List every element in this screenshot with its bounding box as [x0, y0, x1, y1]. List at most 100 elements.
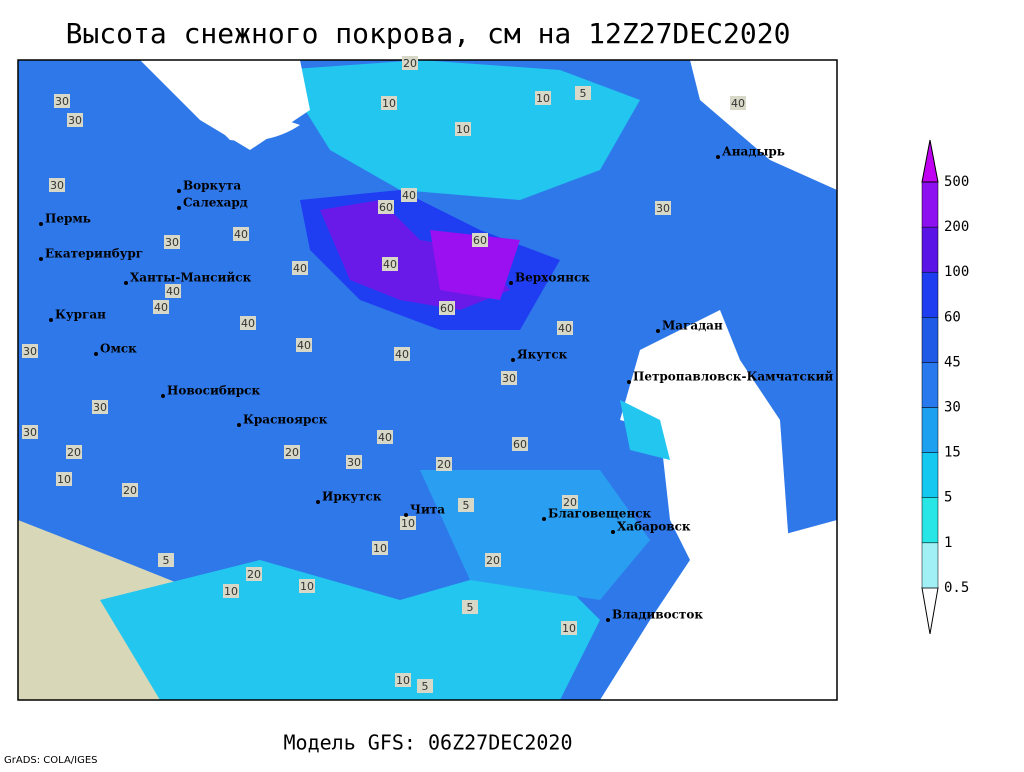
bering-sea — [690, 60, 837, 190]
contour-label: 40 — [154, 301, 168, 314]
footer: Модель GFS: 06Z27DEC2020 — [284, 731, 573, 755]
contour-label: 30 — [502, 372, 516, 385]
city-label: Чита — [410, 503, 445, 517]
contour-label-box — [381, 96, 397, 110]
legend-box — [921, 181, 939, 228]
contour-label: 20 — [437, 458, 451, 471]
city-label: Хабаровск — [617, 520, 691, 534]
city-dot — [161, 394, 165, 398]
contour-label: 40 — [395, 348, 409, 361]
contour-label: 5 — [580, 87, 587, 100]
city-label: Салехард — [183, 196, 248, 210]
contour-label-box — [66, 445, 82, 459]
max-snow — [430, 230, 520, 300]
city-label: Новосибирск — [167, 384, 260, 398]
contour-label: 10 — [224, 585, 238, 598]
map — [17, 59, 838, 701]
contour-label: 20 — [403, 57, 417, 70]
contour-label-box — [22, 344, 38, 358]
contour-label: 30 — [656, 202, 670, 215]
contour-label: 60 — [379, 201, 393, 214]
contour-label: 10 — [396, 674, 410, 687]
contour-label: 10 — [401, 517, 415, 530]
contour-label-box — [153, 300, 169, 314]
legend-label: 15 — [944, 445, 961, 461]
contour-label: 30 — [68, 114, 82, 127]
city-label: Екатеринбург — [45, 247, 143, 261]
contour-label-box — [372, 541, 388, 555]
contour-label-box — [395, 673, 411, 687]
city-dot — [39, 222, 43, 226]
contour-label-box — [730, 96, 746, 110]
contour-label: 30 — [23, 345, 37, 358]
contour-label: 10 — [456, 123, 470, 136]
title: Высота снежного покрова, см на 12Z27DEC2… — [66, 17, 791, 50]
legend-box — [921, 226, 939, 273]
contour-label-box — [382, 257, 398, 271]
contour-label-box — [246, 567, 262, 581]
contour-label: 10 — [382, 97, 396, 110]
city-label: Петропавловск-Камчатский — [633, 370, 833, 384]
legend-arrow-low — [921, 587, 939, 634]
contour-label-box — [557, 321, 573, 335]
contour-label: 40 — [378, 431, 392, 444]
contour-label-box — [462, 600, 478, 614]
city-dot — [177, 206, 181, 210]
city-dot — [94, 352, 98, 356]
contour-label-box — [378, 200, 394, 214]
legend-box — [921, 452, 939, 498]
city-dot — [509, 281, 513, 285]
legend-label: 200 — [944, 219, 969, 235]
contour-label: 10 — [373, 542, 387, 555]
contour-label: 5 — [467, 601, 474, 614]
contour-label: 30 — [93, 401, 107, 414]
legend-arrow-high — [921, 139, 939, 183]
contour-label: 40 — [241, 317, 255, 330]
legend-label: 45 — [944, 354, 961, 370]
contour-label-box — [284, 445, 300, 459]
city-dot — [716, 155, 720, 159]
contour-label: 20 — [67, 446, 81, 459]
contour-label: 20 — [123, 484, 137, 497]
contour-label: 30 — [165, 236, 179, 249]
map-frame — [17, 59, 838, 701]
city-label: Пермь — [45, 212, 91, 226]
contour-label-box — [49, 178, 65, 192]
contour-label-box — [56, 472, 72, 486]
contour-label-box — [299, 579, 315, 593]
contour-label-box — [535, 91, 551, 105]
contour-label-box — [400, 516, 416, 530]
contour-label-box — [472, 233, 488, 247]
white-sea — [210, 116, 300, 141]
legend-box — [921, 497, 939, 544]
city-label: Магадан — [662, 319, 723, 333]
contour-label-box — [233, 227, 249, 241]
city-dot — [404, 513, 408, 517]
contour-label-box — [223, 584, 239, 598]
sea-of-japan — [600, 520, 837, 700]
contour-label: 30 — [55, 95, 69, 108]
legend-label: 60 — [944, 309, 961, 325]
city-label: Ханты-Мансийск — [130, 271, 252, 285]
city-label: Иркутск — [322, 490, 382, 504]
contour-label: 30 — [50, 179, 64, 192]
contour-label-box — [296, 338, 312, 352]
contour-label-box — [54, 94, 70, 108]
city-label: Курган — [55, 308, 106, 322]
city-dot — [511, 358, 515, 362]
contour-label: 60 — [513, 438, 527, 451]
city-dot — [316, 500, 320, 504]
contour-label: 40 — [383, 258, 397, 271]
city-dot — [177, 189, 181, 193]
contour-label-box — [92, 400, 108, 414]
contour-label-box — [655, 201, 671, 215]
city-dot — [656, 329, 660, 333]
contour-label-box — [455, 122, 471, 136]
city-dot — [237, 423, 241, 427]
contour-label-box — [417, 679, 433, 693]
legend-label: 5 — [944, 490, 952, 506]
contour-label-box — [512, 437, 528, 451]
contour-label-box — [485, 553, 501, 567]
city-label: Воркута — [183, 179, 241, 193]
